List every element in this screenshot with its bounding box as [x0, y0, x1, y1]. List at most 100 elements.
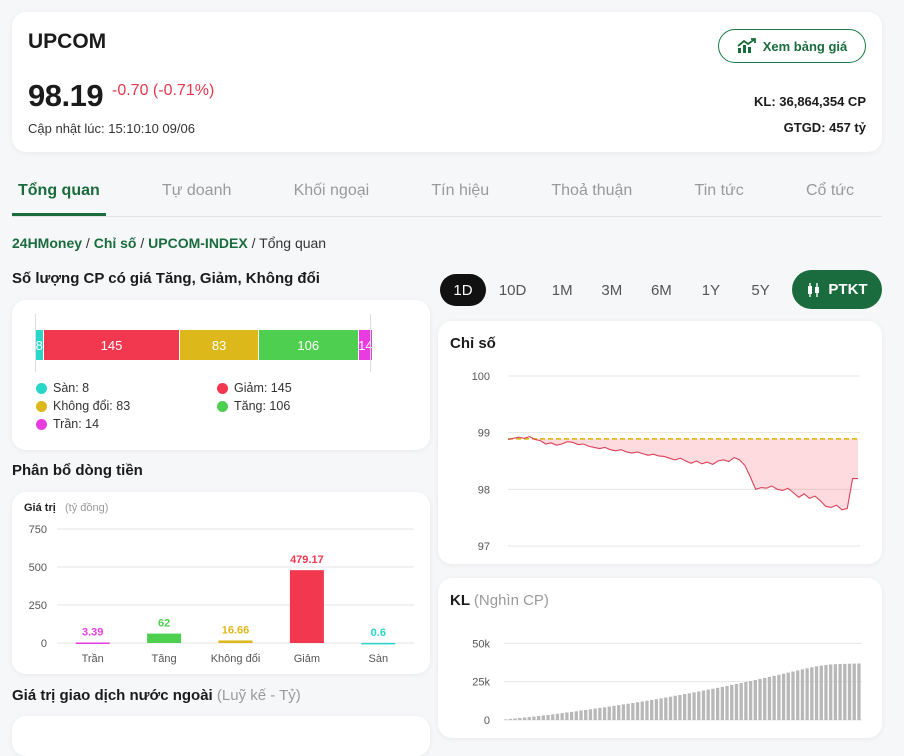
volume-chart-title: KL (Nghìn CP) — [450, 592, 549, 609]
index-chart-card: Chỉ số 97 98 99 100 — [438, 321, 882, 564]
flow-value-label: 479.17 — [290, 554, 324, 566]
value-total: GTGD: 457 tỷ — [783, 120, 866, 135]
breadth-title: Số lượng CP có giá Tăng, Giảm, Không đổi — [12, 270, 320, 287]
flow-category-label: Sàn — [369, 653, 389, 665]
volume-bar — [565, 712, 569, 720]
flow-bar — [289, 570, 324, 643]
volume-bar — [791, 671, 795, 720]
main-tabs: Tổng quan Tự doanh Khối ngoại Tín hiệu T… — [12, 170, 882, 217]
flow-y-tick: 250 — [29, 600, 47, 612]
volume-bar — [730, 684, 734, 720]
tab-signals[interactable]: Tín hiệu — [431, 182, 490, 199]
period-1m[interactable]: 1M — [551, 281, 573, 299]
volume-bar — [824, 664, 828, 720]
flow-value-label: 16.66 — [222, 624, 250, 636]
flow-value-label: 3.39 — [82, 626, 103, 638]
volume-bar — [683, 694, 687, 720]
volume-bar — [560, 713, 564, 720]
flow-category-label: Không đổi — [211, 653, 261, 665]
period-10d[interactable]: 10D — [498, 281, 527, 299]
volume-bar — [857, 663, 861, 720]
technical-analysis-button[interactable]: PTKT — [792, 270, 882, 309]
volume-bar — [645, 700, 649, 720]
volume-bar — [617, 705, 621, 720]
volume-bar — [758, 678, 762, 720]
view-price-board-button[interactable]: Xem bảng giá — [718, 29, 866, 63]
volume-bar — [626, 703, 630, 720]
period-1d[interactable]: 1D — [440, 274, 486, 306]
volume-bar — [748, 681, 753, 720]
index-name: UPCOM — [28, 30, 107, 53]
index-line-chart: 97 98 99 100 — [472, 371, 860, 553]
period-6m[interactable]: 6M — [650, 281, 672, 299]
volume-bar — [527, 717, 531, 720]
volume-y-tick: 50k — [472, 638, 490, 650]
index-change: -0.70 (-0.71%) — [112, 82, 215, 99]
increase-dot — [217, 400, 228, 412]
legend-increase: Tăng: 106 — [217, 399, 290, 413]
volume-bar — [810, 667, 814, 720]
volume-y-tick: 0 — [484, 715, 490, 727]
volume-bar — [777, 674, 781, 720]
foreign-title-text: Giá trị giao dịch nước ngoài — [12, 687, 213, 704]
update-time: Cập nhật lúc: 15:10:10 09/06 — [28, 121, 195, 136]
breadcrumb-indices[interactable]: Chỉ số — [93, 235, 137, 251]
volume-bar — [541, 715, 545, 720]
flow-value-label: 62 — [158, 618, 170, 630]
flow-y-tick: 0 — [41, 638, 47, 650]
breadcrumb-home[interactable]: 24HMoney — [12, 235, 83, 251]
period-3m[interactable]: 3M — [601, 281, 623, 299]
volume-bar — [734, 683, 739, 720]
flow-category-label: Tăng — [152, 653, 177, 665]
volume-chart-label: KL — [450, 592, 470, 609]
volume-bar — [574, 711, 578, 720]
volume-bar — [640, 701, 644, 720]
volume-bar — [805, 668, 809, 720]
volume-bar — [607, 706, 611, 720]
view-price-board-label: Xem bảng giá — [762, 38, 848, 54]
foreign-subtitle: (Luỹ kế - Tỷ) — [216, 687, 301, 704]
volume-bar — [612, 705, 616, 720]
foreign-title: Giá trị giao dịch nước ngoài (Luỹ kế - T… — [12, 687, 301, 704]
volume-bar — [767, 676, 772, 720]
volume-bar — [720, 686, 724, 720]
candlestick-icon — [808, 282, 820, 297]
volume-bar — [546, 714, 550, 720]
volume-bar — [687, 693, 692, 720]
volume-bar — [786, 672, 790, 720]
volume-bar — [796, 670, 800, 720]
breadcrumb-upcom-index[interactable]: UPCOM-INDEX — [148, 235, 248, 251]
volume-total: KL: 36,864,354 CP — [753, 94, 866, 109]
volume-bar — [513, 718, 517, 720]
index-chart-title: Chỉ số — [450, 335, 496, 352]
tab-agreements[interactable]: Thoả thuận — [551, 182, 633, 199]
period-5y[interactable]: 5Y — [751, 281, 770, 299]
volume-bar — [650, 699, 654, 720]
volume-bar — [532, 716, 536, 720]
volume-bar — [706, 689, 710, 720]
tab-overview[interactable]: Tổng quan — [12, 170, 106, 216]
volume-bar — [781, 673, 786, 720]
tab-dividends[interactable]: Cổ tức — [805, 182, 854, 199]
flow-category-label: Trần — [82, 653, 104, 665]
money-flow-title: Phân bổ dòng tiền — [12, 462, 143, 479]
unchanged-dot — [36, 400, 47, 412]
tab-foreign[interactable]: Khối ngoại — [293, 182, 370, 199]
breadth-segment: 8 — [36, 330, 44, 360]
period-1y[interactable]: 1Y — [701, 281, 721, 299]
volume-bar-chart: 0 25k 50k — [472, 638, 862, 727]
legend-decrease: Giảm: 145 — [217, 381, 292, 395]
breadth-segment: 14 — [358, 330, 372, 360]
volume-bar — [843, 663, 847, 720]
volume-bar — [588, 709, 593, 720]
tab-proprietary[interactable]: Tự doanh — [161, 182, 232, 199]
tab-news[interactable]: Tin tức — [694, 182, 744, 199]
flow-value-label: 0.6 — [371, 627, 386, 639]
volume-bar — [659, 698, 663, 720]
volume-bar — [584, 709, 588, 720]
volume-bar — [711, 688, 715, 720]
volume-bar — [631, 702, 635, 720]
breadth-segment: 83 — [180, 330, 259, 360]
volume-bar — [800, 669, 805, 720]
legend-ceiling: Trần: 14 — [36, 417, 99, 431]
